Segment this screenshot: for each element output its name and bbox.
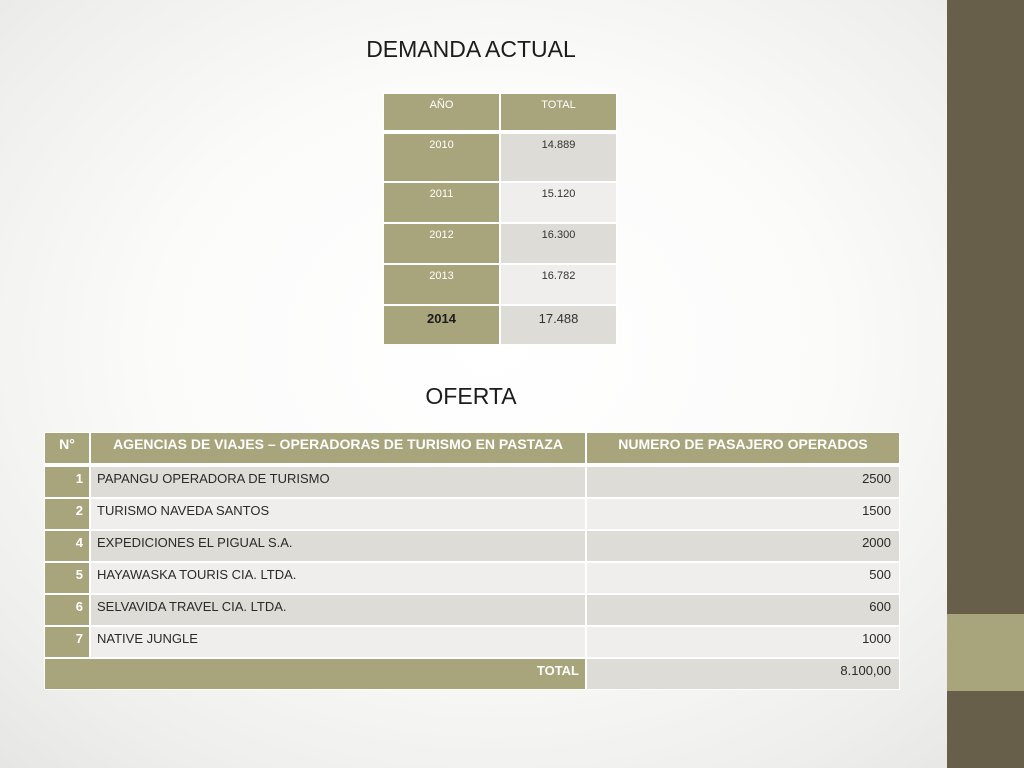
column-header-year: AÑO — [383, 93, 500, 133]
total-cell: 17.488 — [500, 305, 617, 345]
agency-name-cell: TURISMO NAVEDA SANTOS — [90, 498, 586, 530]
oferta-table: N° AGENCIAS DE VIAJES – OPERADORAS DE TU… — [44, 432, 900, 690]
table-header-row: AÑO TOTAL — [383, 93, 617, 133]
total-value: 8.100,00 — [586, 658, 900, 690]
table-row: 6 SELVAVIDA TRAVEL CIA. LTDA. 600 — [44, 594, 900, 626]
total-row: TOTAL 8.100,00 — [44, 658, 900, 690]
agency-name-cell: HAYAWASKA TOURIS CIA. LTDA. — [90, 562, 586, 594]
table-header-row: N° AGENCIAS DE VIAJES – OPERADORAS DE TU… — [44, 432, 900, 466]
passenger-count-cell: 500 — [586, 562, 900, 594]
table-row: 2011 15.120 — [383, 182, 617, 223]
year-cell: 2011 — [383, 182, 500, 223]
total-cell: 16.300 — [500, 223, 617, 264]
table-row: 5 HAYAWASKA TOURIS CIA. LTDA. 500 — [44, 562, 900, 594]
table-row: 4 EXPEDICIONES EL PIGUAL S.A. 2000 — [44, 530, 900, 562]
passenger-count-cell: 600 — [586, 594, 900, 626]
sidebar-accent-block — [947, 614, 1024, 691]
passenger-count-cell: 2000 — [586, 530, 900, 562]
passenger-count-cell: 1000 — [586, 626, 900, 658]
table-row: 1 PAPANGU OPERADORA DE TURISMO 2500 — [44, 466, 900, 498]
row-number-cell: 1 — [44, 466, 90, 498]
oferta-title: OFERTA — [425, 383, 517, 409]
year-cell: 2014 — [383, 305, 500, 345]
year-cell: 2012 — [383, 223, 500, 264]
passenger-count-cell: 2500 — [586, 466, 900, 498]
column-header-total: TOTAL — [500, 93, 617, 133]
row-number-cell: 5 — [44, 562, 90, 594]
row-number-cell: 2 — [44, 498, 90, 530]
column-header-number: N° — [44, 432, 90, 466]
table-row: 2013 16.782 — [383, 264, 617, 305]
passenger-count-cell: 1500 — [586, 498, 900, 530]
column-header-passengers: NUMERO DE PASAJERO OPERADOS — [586, 432, 900, 466]
total-cell: 14.889 — [500, 133, 617, 182]
table-row: 7 NATIVE JUNGLE 1000 — [44, 626, 900, 658]
demanda-table: AÑO TOTAL 2010 14.889 2011 15.120 2012 1… — [383, 93, 617, 345]
agency-name-cell: SELVAVIDA TRAVEL CIA. LTDA. — [90, 594, 586, 626]
total-label: TOTAL — [44, 658, 586, 690]
agency-name-cell: EXPEDICIONES EL PIGUAL S.A. — [90, 530, 586, 562]
total-cell: 15.120 — [500, 182, 617, 223]
total-cell: 16.782 — [500, 264, 617, 305]
agency-name-cell: NATIVE JUNGLE — [90, 626, 586, 658]
row-number-cell: 4 — [44, 530, 90, 562]
table-row: 2012 16.300 — [383, 223, 617, 264]
row-number-cell: 6 — [44, 594, 90, 626]
demanda-title: DEMANDA ACTUAL — [366, 36, 576, 62]
year-cell: 2010 — [383, 133, 500, 182]
column-header-agency: AGENCIAS DE VIAJES – OPERADORAS DE TURIS… — [90, 432, 586, 466]
table-row: 2 TURISMO NAVEDA SANTOS 1500 — [44, 498, 900, 530]
agency-name-cell: PAPANGU OPERADORA DE TURISMO — [90, 466, 586, 498]
year-cell: 2013 — [383, 264, 500, 305]
table-row: 2014 17.488 — [383, 305, 617, 345]
table-row: 2010 14.889 — [383, 133, 617, 182]
row-number-cell: 7 — [44, 626, 90, 658]
